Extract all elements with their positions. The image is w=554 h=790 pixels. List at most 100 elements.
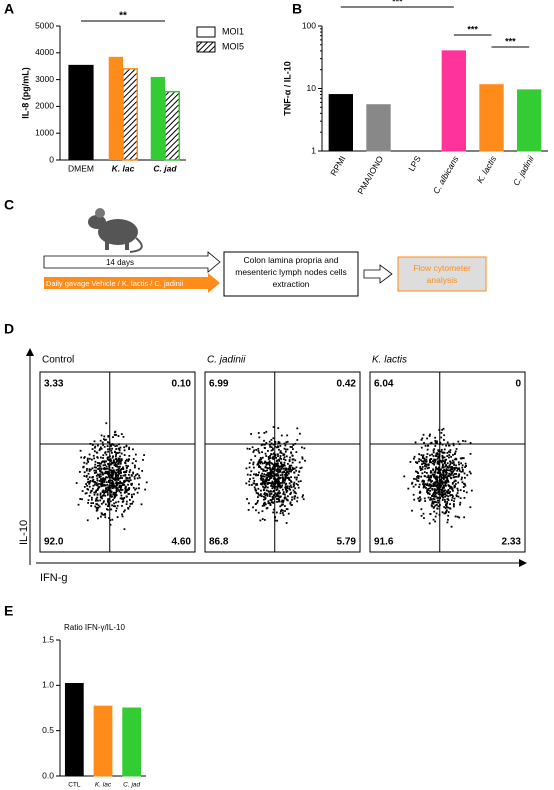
- dot: [124, 486, 127, 489]
- dot: [265, 463, 268, 466]
- dot: [132, 448, 134, 451]
- y-axis-label: TNF-α / IL-10: [282, 61, 292, 116]
- dot: [138, 474, 140, 477]
- dot: [269, 475, 272, 478]
- dot: [281, 503, 284, 506]
- dot: [269, 455, 272, 457]
- dot: [264, 498, 267, 500]
- dot: [103, 478, 106, 481]
- dot: [270, 499, 273, 502]
- dot: [123, 454, 126, 456]
- dot: [277, 446, 280, 448]
- bar: [479, 84, 504, 152]
- dot: [302, 494, 304, 497]
- dot: [437, 489, 440, 491]
- analysis-text-box: Flow cytometer analysis: [413, 263, 471, 285]
- dot: [260, 478, 263, 480]
- dot: [461, 468, 464, 471]
- dot: [434, 459, 436, 462]
- dot: [466, 474, 469, 477]
- dot: [255, 473, 258, 476]
- dot: [253, 449, 256, 452]
- dot: [262, 481, 265, 484]
- dot: [266, 493, 269, 496]
- dot: [290, 451, 292, 454]
- panel-label: C: [4, 197, 14, 213]
- dot: [436, 476, 439, 479]
- dot: [265, 461, 268, 464]
- dot: [123, 481, 126, 484]
- flow-frame: [369, 371, 526, 553]
- dot: [98, 467, 101, 470]
- dot: [441, 474, 444, 476]
- dot: [448, 485, 451, 488]
- dot: [125, 466, 128, 469]
- dot: [445, 458, 448, 461]
- dot: [428, 466, 430, 469]
- dot: [258, 465, 261, 467]
- dot: [107, 441, 109, 444]
- dot: [113, 502, 116, 505]
- dot: [121, 504, 123, 507]
- dot: [129, 479, 132, 482]
- dot: [104, 512, 106, 515]
- dot: [100, 447, 103, 450]
- dot: [280, 462, 283, 465]
- dot: [263, 493, 266, 496]
- dot: [444, 489, 446, 492]
- dot: [421, 457, 424, 459]
- dot: [276, 488, 279, 490]
- dot: [132, 472, 135, 475]
- dot: [102, 460, 104, 463]
- dot: [284, 473, 286, 476]
- dot: [424, 483, 427, 485]
- dot: [443, 486, 446, 489]
- dot: [439, 493, 442, 496]
- dot: [452, 461, 455, 464]
- dot: [245, 482, 248, 485]
- dot: [125, 500, 128, 503]
- dot: [459, 503, 461, 506]
- significance-label: ***: [392, 0, 403, 6]
- dot: [113, 460, 115, 463]
- dot: [99, 473, 101, 476]
- dot: [420, 475, 423, 478]
- dot: [110, 484, 113, 486]
- dot: [439, 474, 442, 476]
- dot: [109, 458, 112, 460]
- dot: [276, 462, 279, 465]
- dot: [443, 470, 446, 473]
- dot: [434, 477, 436, 479]
- dot: [419, 498, 422, 501]
- dot: [145, 481, 148, 484]
- dot: [443, 490, 445, 493]
- dot: [286, 489, 289, 492]
- dot: [285, 488, 288, 491]
- dot: [256, 496, 259, 498]
- dot: [248, 480, 251, 483]
- dot: [277, 492, 280, 495]
- dot: [121, 488, 124, 491]
- dot: [260, 495, 263, 498]
- dot: [445, 511, 448, 514]
- dot: [423, 497, 426, 500]
- dot: [437, 501, 440, 504]
- dot: [281, 480, 284, 483]
- dot: [101, 513, 104, 516]
- dot: [268, 457, 270, 460]
- dot: [274, 464, 277, 466]
- dot: [87, 502, 89, 504]
- dot: [266, 476, 268, 479]
- dot: [455, 475, 458, 478]
- dot: [260, 479, 263, 481]
- dot: [432, 460, 435, 463]
- dot: [440, 478, 443, 481]
- dot: [117, 470, 120, 472]
- dot: [444, 512, 447, 515]
- dot: [288, 460, 291, 463]
- dot: [431, 480, 433, 482]
- bar: [68, 64, 94, 160]
- y-tick-label: 0: [49, 154, 54, 164]
- dot: [430, 485, 433, 487]
- dot: [118, 459, 121, 462]
